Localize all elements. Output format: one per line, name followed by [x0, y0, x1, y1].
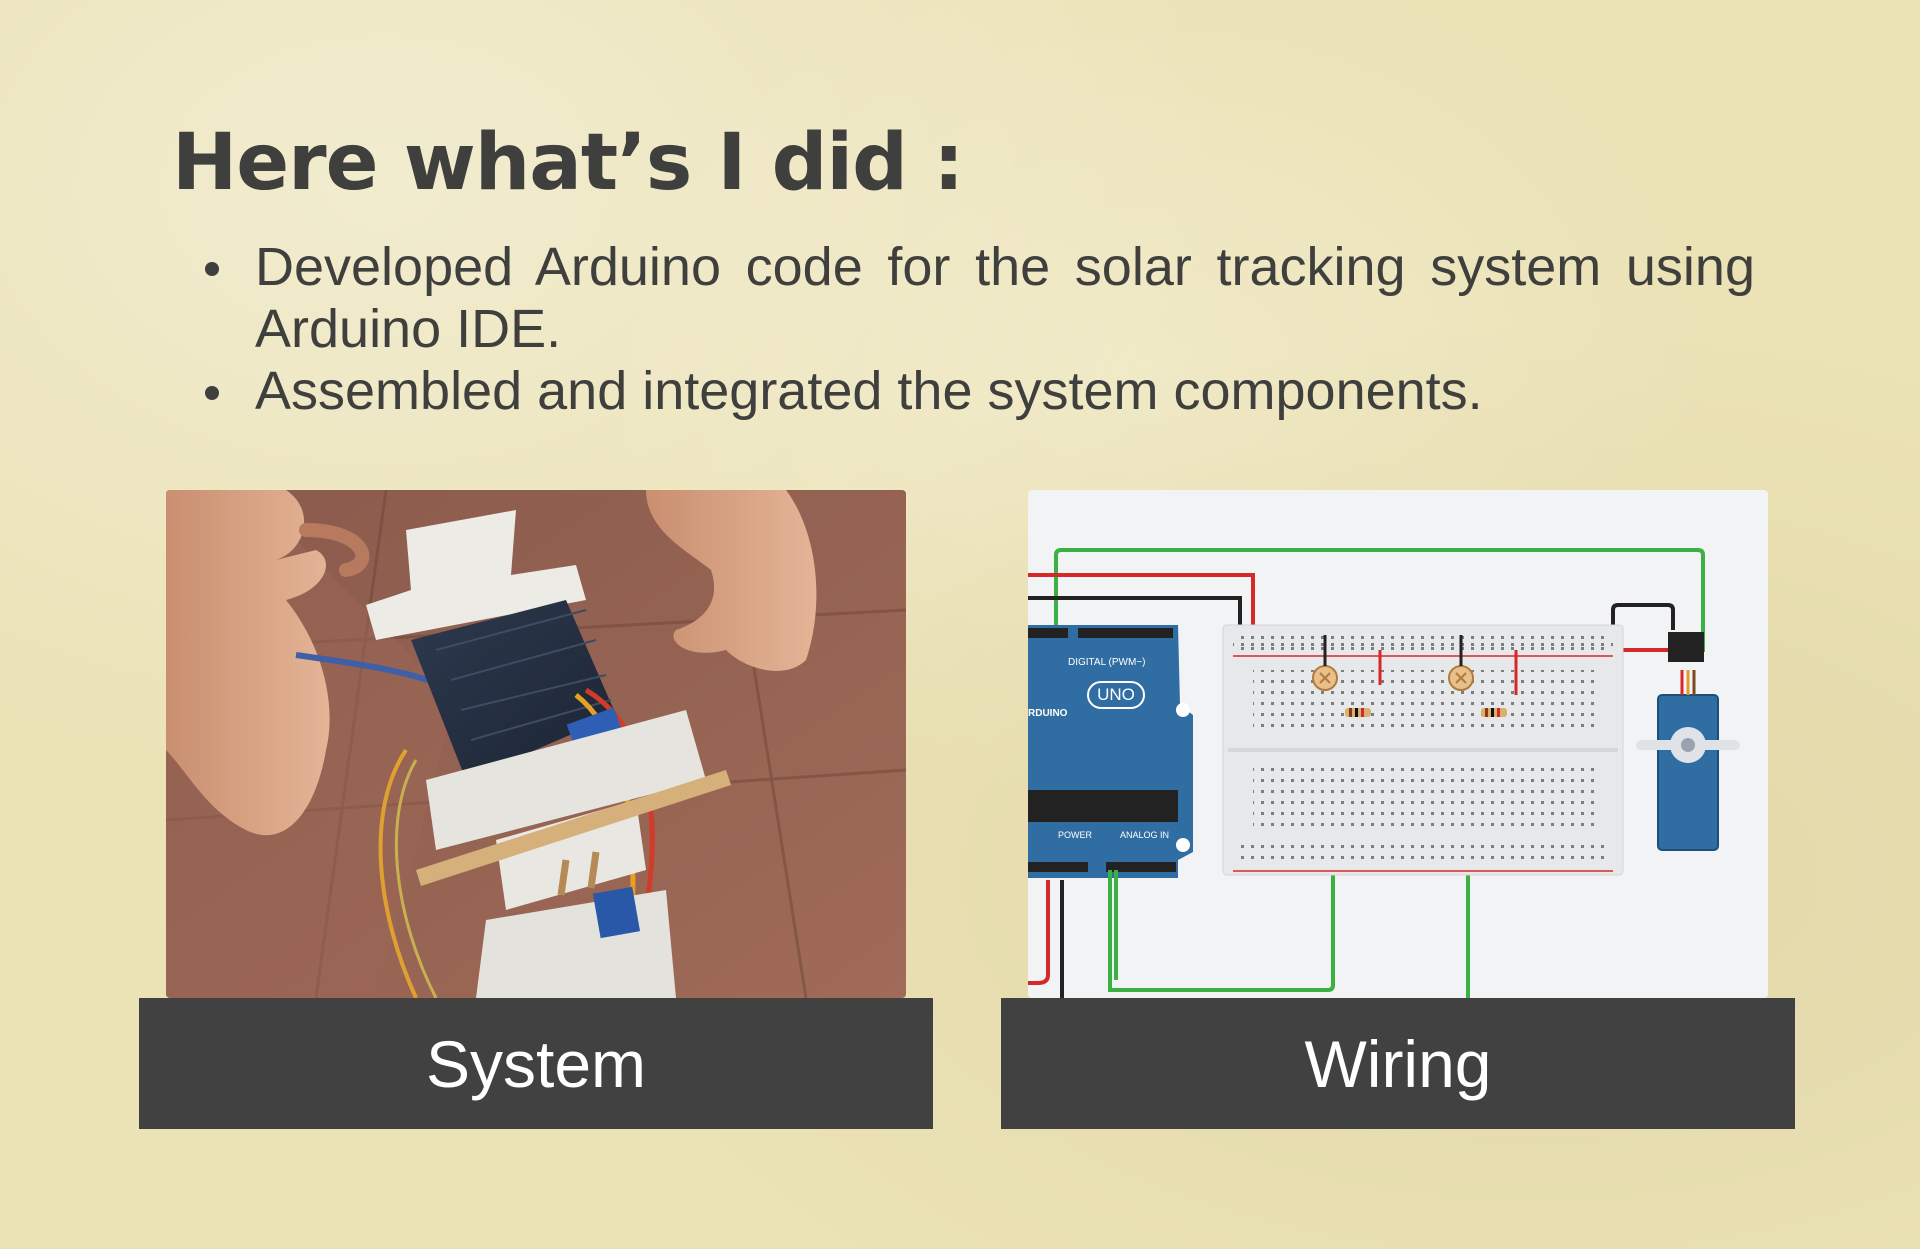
bullet-text: Assembled and integrated the system comp… [255, 361, 1483, 421]
arduino-brand-label: RDUINO [1028, 708, 1068, 719]
bullet-text: Developed Arduino code for the solar tra… [255, 237, 1755, 359]
wiring-diagram-illustration: DIGITAL (PWM~) UNO RDUINO POWER ANALOG I… [1028, 490, 1768, 998]
bullet-dot-icon [205, 262, 219, 276]
bullet-item: Developed Arduino code for the solar tra… [200, 236, 1755, 360]
system-photo [166, 490, 906, 998]
bullet-item: Assembled and integrated the system comp… [200, 360, 1755, 422]
wiring-caption: Wiring [1001, 998, 1795, 1129]
bullet-list: Developed Arduino code for the solar tra… [200, 236, 1755, 422]
uno-label: UNO [1097, 685, 1135, 704]
power-label: POWER [1058, 830, 1093, 840]
bullet-dot-icon [205, 386, 219, 400]
slide-title: Here what’s I did : [172, 118, 964, 208]
system-caption: System [139, 998, 933, 1129]
digital-label: DIGITAL (PWM~) [1068, 657, 1146, 668]
solar-tracker-photo-illustration [166, 490, 906, 998]
analog-label: ANALOG IN [1120, 830, 1169, 840]
wiring-diagram: DIGITAL (PWM~) UNO RDUINO POWER ANALOG I… [1028, 490, 1768, 998]
